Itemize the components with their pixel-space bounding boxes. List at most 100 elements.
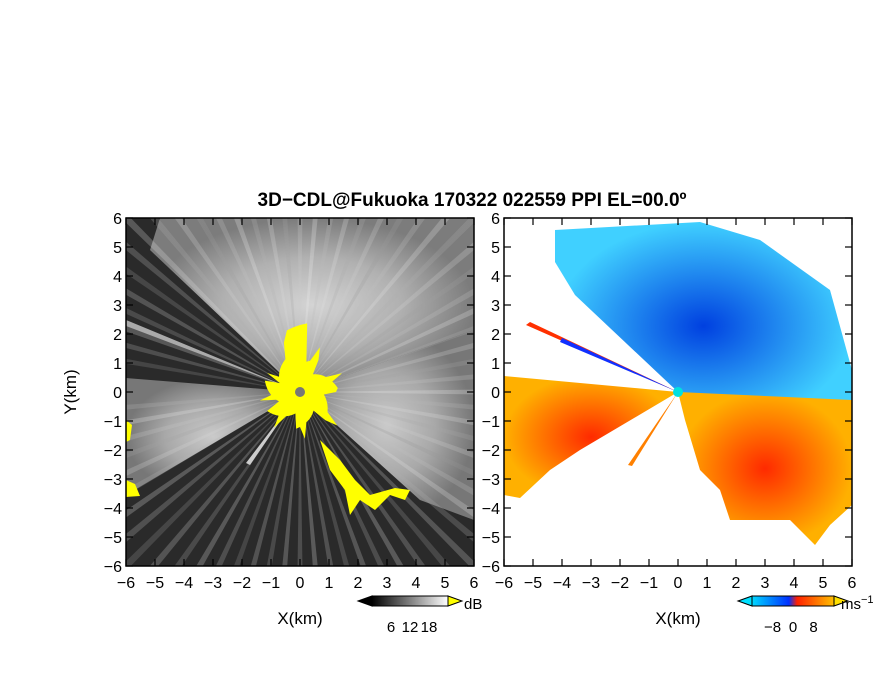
- reflectivity-ray: [300, 241, 474, 392]
- velocity-ticks: −6 −5 −4 −3 −2 −1 0 1 2 3 4 5 6 6 5 4 3 2 1 0 −1 −2 −3 −4 −5 −6: [482, 211, 857, 592]
- saturated-echo-west: [126, 420, 140, 497]
- velocity-xlabel: X(km): [655, 609, 700, 628]
- velocity-ytick-label: 0: [491, 385, 500, 402]
- reflectivity-ray: [149, 218, 300, 392]
- reflectivity-ytick-label: 1: [113, 356, 122, 373]
- velocity-cb-unit: ms−1: [841, 594, 874, 613]
- reflectivity-rays: [126, 218, 474, 566]
- velocity-xtick-label: −6: [495, 575, 513, 592]
- velocity-ytick-label: −5: [482, 530, 500, 547]
- narrow-ray-northwest: [126, 320, 300, 392]
- velocity-xtick-label: 1: [703, 575, 712, 592]
- velocity-ytick-label: −4: [482, 501, 500, 518]
- reflectivity-ray: [266, 392, 300, 566]
- reflectivity-ray: [126, 392, 300, 543]
- reflectivity-ray: [126, 241, 300, 392]
- reflectivity-xtick-label: −1: [262, 575, 280, 592]
- reflectivity-xtick-label: −6: [117, 575, 135, 592]
- reflectivity-ytick-label: 6: [113, 211, 122, 228]
- saturated-echo: [259, 323, 342, 439]
- reflectivity-xtick-label: −3: [204, 575, 222, 592]
- reflectivity-ray: [126, 392, 300, 477]
- reflectivity-ray: [126, 218, 300, 392]
- velocity-colorbar: −8 0 8 ms−1: [736, 594, 874, 636]
- saturated-echo-south: [320, 440, 410, 515]
- velocity-field: [504, 222, 852, 545]
- velocity-panel: −6 −5 −4 −3 −2 −1 0 1 2 3 4 5 6 6 5 4 3 2 1 0 −1 −2 −3 −4 −5 −6 X…: [482, 211, 857, 628]
- velocity-ytick-label: 1: [491, 356, 500, 373]
- reflectivity-ray: [300, 392, 474, 477]
- reflectivity-xtick-label: 2: [354, 575, 363, 592]
- reflectivity-xtick-label: 1: [325, 575, 334, 592]
- reflectivity-ray: [149, 392, 300, 566]
- reflectivity-ray: [297, 392, 303, 566]
- reflectivity-ray: [300, 392, 334, 566]
- reflectivity-ytick-label: 5: [113, 240, 122, 257]
- velocity-xtick-label: 4: [790, 575, 799, 592]
- reflectivity-xtick-label: 0: [296, 575, 305, 592]
- reflectivity-ray: [126, 392, 300, 426]
- velocity-cb-tick-label: 8: [809, 619, 817, 636]
- velocity-cb-tick-label: 0: [789, 619, 797, 636]
- bright-sector-north: [150, 218, 474, 392]
- narrow-ray-velocity-south: [628, 392, 678, 466]
- reflectivity-xtick-label: −2: [233, 575, 251, 592]
- velocity-xtick-label: −2: [611, 575, 629, 592]
- bright-sector-west: [126, 378, 300, 495]
- reflectivity-ticks: −6 −5 −4 −3 −2 −1 0 1 2 3 4 5 6 6 5 4 3 2 1 0 −1 −2 −3 −4 −5 −6: [104, 211, 479, 592]
- velocity-xtick-label: 6: [848, 575, 857, 592]
- reflectivity-ytick-label: 4: [113, 269, 122, 286]
- reflectivity-ray: [126, 342, 300, 392]
- reflectivity-ray: [126, 358, 300, 392]
- receding-flow-west: [504, 376, 678, 498]
- reflectivity-ray: [215, 392, 300, 566]
- reflectivity-ylabel: Y(km): [61, 369, 80, 414]
- reflectivity-ray: [233, 392, 300, 566]
- reflectivity-ytick-label: 2: [113, 327, 122, 344]
- velocity-xtick-label: 2: [732, 575, 741, 592]
- receding-flow-east: [678, 392, 852, 545]
- reflectivity-ray: [300, 392, 451, 566]
- velocity-xtick-label: −5: [524, 575, 542, 592]
- reflectivity-ray: [300, 392, 474, 518]
- velocity-ytick-label: −6: [482, 559, 500, 576]
- reflectivity-cb-tick-label: 6: [387, 619, 395, 636]
- reflectivity-ray: [300, 392, 474, 543]
- reflectivity-ray: [300, 392, 367, 566]
- bright-sector-east: [300, 330, 474, 520]
- reflectivity-colorbar: 6 12 18 dB: [356, 595, 482, 636]
- reflectivity-ray: [215, 218, 300, 392]
- velocity-ytick-label: 4: [491, 269, 500, 286]
- reflectivity-ray: [300, 358, 474, 392]
- cb-vel-ramp: [751, 595, 835, 607]
- velocity-ytick-label: −3: [482, 472, 500, 489]
- cb-underflow-left: [356, 595, 373, 607]
- reflectivity-xtick-label: 4: [412, 575, 421, 592]
- reflectivity-xlabel: X(km): [277, 609, 322, 628]
- velocity-xtick-label: 0: [674, 575, 683, 592]
- reflectivity-ray: [300, 307, 474, 392]
- velocity-cb-tick-label: −8: [764, 619, 781, 636]
- velocity-ytick-label: 2: [491, 327, 500, 344]
- velocity-xtick-label: 3: [761, 575, 770, 592]
- chart-title: 3D−CDL@Fukuoka 170322 022559 PPI EL=00.0…: [258, 190, 687, 211]
- cb-underflow-right: [736, 595, 753, 607]
- reflectivity-ray: [297, 218, 303, 392]
- radar-site-right: [673, 387, 683, 397]
- reflectivity-cb-tick-label: 18: [421, 619, 438, 636]
- reflectivity-ytick-label: −1: [104, 414, 122, 431]
- velocity-cb-ticks: −8 0 8: [764, 619, 818, 636]
- reflectivity-ytick-label: −3: [104, 472, 122, 489]
- reflectivity-ray: [126, 392, 300, 518]
- velocity-xtick-label: −1: [640, 575, 658, 592]
- velocity-cb-unit-exp: −1: [861, 594, 874, 606]
- reflectivity-ray: [300, 392, 426, 566]
- reflectivity-ray: [300, 392, 474, 459]
- velocity-ytick-label: 6: [491, 211, 500, 228]
- cb-overflow-right: [833, 595, 850, 607]
- cb-gray-ramp: [371, 595, 449, 607]
- velocity-ytick-label: 5: [491, 240, 500, 257]
- reflectivity-ray: [300, 218, 334, 392]
- reflectivity-ytick-label: −5: [104, 530, 122, 547]
